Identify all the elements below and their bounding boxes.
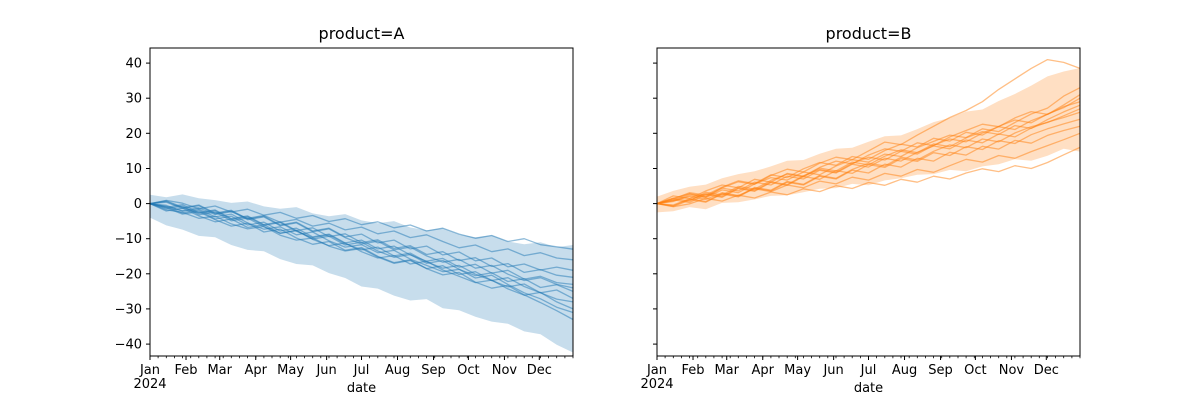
x-tick-label: Nov	[492, 363, 518, 378]
confidence-band	[150, 194, 573, 353]
y-tick-label: 0	[134, 197, 142, 212]
confidence-band	[657, 68, 1080, 213]
x-tick-label: Nov	[999, 363, 1025, 378]
chart-b-xlabel: date	[853, 381, 884, 396]
x-tick-label: Jul	[860, 363, 877, 378]
series-line-s8	[149, 202, 574, 286]
chart-a-xlabel: date	[346, 381, 377, 396]
series-line-s10	[149, 200, 574, 271]
series-line-s4	[149, 202, 574, 303]
y-tick-label: −30	[115, 302, 142, 317]
x-tick-label: Sep	[928, 363, 953, 378]
chart-b-title: product=B	[825, 24, 912, 43]
x-tick-label: May	[277, 363, 304, 378]
x-tick-label: Dec	[527, 363, 552, 378]
series-line-s3	[656, 94, 1081, 205]
x-tick-label: Feb	[682, 363, 705, 378]
series-line-s2	[656, 87, 1081, 205]
y-tick-label: 40	[125, 57, 142, 72]
series-line-s3	[149, 203, 574, 310]
y-tick-label: 10	[125, 162, 142, 177]
x-tick-label: Jun	[315, 363, 336, 378]
series-line-s8	[656, 111, 1081, 205]
series-line-s2	[149, 202, 574, 314]
series-line-s12	[656, 146, 1081, 208]
y-tick-label: −20	[115, 267, 142, 282]
y-tick-label: −10	[115, 232, 142, 247]
series-line-s4	[656, 97, 1081, 205]
x-tick-label: May	[784, 363, 811, 378]
series-line-s11	[656, 132, 1081, 205]
x-tick-label: Apr	[752, 363, 775, 378]
x-tick-year-label: 2024	[640, 377, 673, 392]
x-tick-label: Feb	[175, 363, 198, 378]
y-tick-label: 20	[125, 127, 142, 142]
y-tick-label: −40	[115, 338, 142, 353]
series-line-s11	[149, 202, 574, 261]
chart-a-title: product=A	[318, 24, 405, 43]
series-line-s10	[656, 125, 1081, 207]
x-tick-label: Dec	[1034, 363, 1059, 378]
x-tick-label: Apr	[245, 363, 268, 378]
x-tick-year-label: 2024	[133, 377, 166, 392]
x-tick-label: Aug	[385, 363, 410, 378]
x-tick-label: Mar	[714, 363, 739, 378]
x-tick-label: Sep	[421, 363, 446, 378]
y-tick-label: 30	[125, 92, 142, 107]
x-tick-label: Jul	[353, 363, 370, 378]
x-tick-label: Oct	[457, 363, 479, 378]
x-tick-label: Mar	[207, 363, 232, 378]
x-tick-label: Jan	[139, 363, 160, 378]
x-tick-label: Jun	[822, 363, 843, 378]
series-line-s12	[149, 199, 574, 250]
x-tick-label: Oct	[964, 363, 986, 378]
x-tick-label: Jan	[646, 363, 667, 378]
x-tick-label: Aug	[892, 363, 917, 378]
